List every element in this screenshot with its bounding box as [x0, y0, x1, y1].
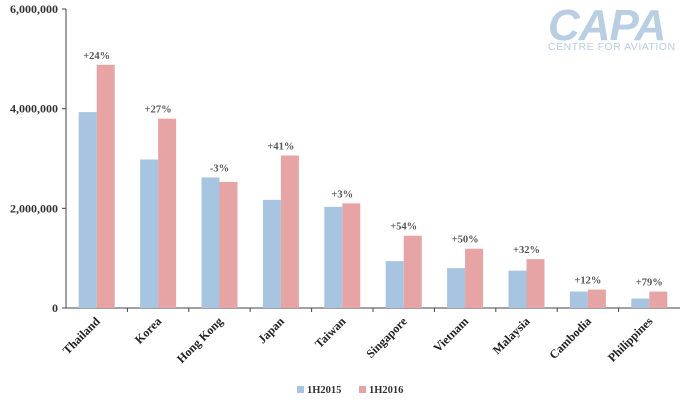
category-label: Philippines — [605, 314, 656, 365]
change-label: +12% — [574, 276, 601, 287]
change-label: +54% — [390, 222, 417, 233]
bar-1h2016-philippines — [649, 291, 668, 308]
y-tick-label: 6,000,000 — [10, 2, 58, 16]
legend-swatch — [359, 386, 366, 393]
category-label: Singapore — [363, 314, 410, 361]
bar-1h2015-singapore — [385, 261, 404, 308]
bar-1h2016-singapore — [403, 235, 422, 308]
bar-1h2016-hong-kong — [219, 181, 238, 308]
bar-1h2015-malaysia — [508, 270, 527, 308]
category-label: Taiwan — [312, 314, 349, 351]
change-label: +79% — [636, 278, 663, 289]
category-label: Vietnam — [431, 314, 472, 355]
bar-1h2015-cambodia — [569, 291, 588, 308]
bars — [78, 64, 668, 309]
category-label: Thailand — [60, 314, 103, 357]
bar-1h2015-taiwan — [324, 206, 343, 308]
bar-1h2016-malaysia — [526, 259, 545, 308]
bar-1h2015-korea — [140, 159, 159, 308]
category-label: Malaysia — [490, 314, 533, 357]
bar-1h2015-japan — [262, 199, 281, 308]
change-label: +24% — [83, 51, 110, 62]
change-label: +27% — [145, 105, 172, 116]
capa-logo: CAPA CENTRE FOR AVIATION — [548, 1, 676, 53]
category-label: Hong Kong — [174, 314, 226, 366]
change-label: +32% — [513, 245, 540, 256]
change-label: -3% — [210, 163, 229, 174]
bar-1h2015-hong-kong — [201, 177, 220, 308]
logo-main-text: CAPA — [548, 1, 665, 50]
y-tick-label: 2,000,000 — [10, 201, 58, 215]
bar-1h2016-thailand — [96, 64, 115, 309]
logo-sub-text: CENTRE FOR AVIATION — [548, 41, 676, 53]
legend-label: 1H2016 — [369, 385, 403, 396]
legend-swatch — [297, 386, 304, 393]
bar-1h2016-vietnam — [465, 248, 484, 308]
category-label: Korea — [132, 314, 164, 346]
legend-label: 1H2015 — [307, 385, 341, 396]
change-label: +50% — [452, 235, 479, 246]
change-label: +41% — [267, 142, 294, 153]
legend: 1H2015 1H2016 — [297, 385, 403, 396]
category-label: Japan — [255, 314, 287, 346]
bar-1h2016-cambodia — [587, 289, 606, 308]
bar-1h2015-thailand — [78, 112, 97, 308]
category-label: Cambodia — [546, 314, 594, 362]
y-tick-label: 4,000,000 — [10, 102, 58, 116]
bar-1h2016-korea — [158, 118, 177, 308]
bar-1h2016-japan — [280, 155, 299, 308]
bar-1h2016-taiwan — [342, 203, 361, 308]
change-label: +3% — [331, 189, 353, 200]
y-tick-label: 0 — [52, 301, 58, 315]
bar-1h2015-vietnam — [447, 268, 466, 308]
bar-1h2015-philippines — [631, 298, 650, 308]
